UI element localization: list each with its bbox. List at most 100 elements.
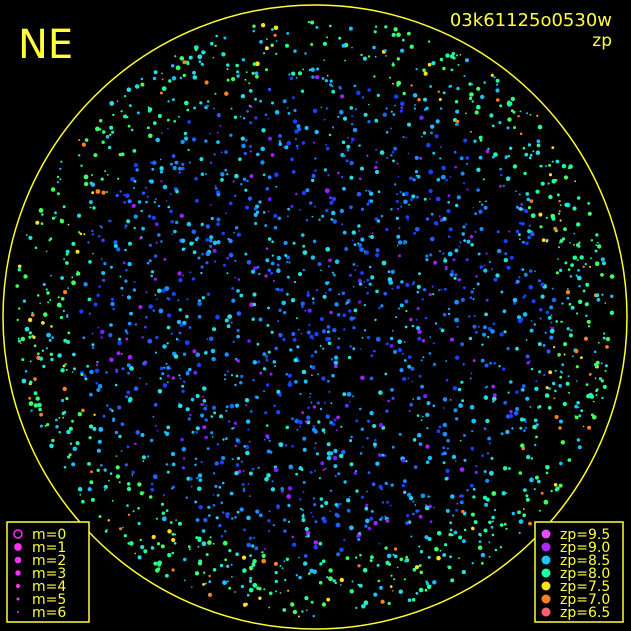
star	[66, 314, 69, 316]
star	[220, 178, 224, 182]
star	[417, 98, 421, 102]
star	[404, 325, 408, 329]
star	[234, 383, 237, 387]
star	[284, 444, 288, 447]
star	[407, 152, 410, 155]
star	[225, 437, 228, 440]
star	[298, 575, 302, 580]
star	[311, 427, 317, 432]
star	[553, 397, 556, 400]
star	[304, 554, 308, 558]
star	[594, 249, 598, 253]
star	[226, 564, 230, 568]
star	[296, 124, 301, 129]
star	[267, 136, 273, 141]
star	[196, 476, 199, 480]
star	[226, 78, 230, 82]
star	[273, 561, 278, 566]
star	[21, 378, 27, 384]
star	[230, 107, 233, 110]
star	[438, 425, 442, 429]
star	[530, 320, 533, 322]
star	[315, 25, 319, 29]
star	[60, 296, 65, 301]
star	[159, 158, 162, 161]
star	[384, 546, 388, 550]
star	[358, 300, 362, 304]
star	[348, 309, 352, 313]
star	[434, 546, 439, 552]
star	[433, 221, 439, 226]
star	[224, 378, 227, 381]
star	[576, 196, 581, 200]
star	[194, 463, 197, 466]
star	[139, 538, 142, 542]
star	[226, 324, 231, 329]
star	[360, 166, 364, 171]
star	[91, 191, 95, 195]
star	[178, 308, 183, 312]
star	[432, 506, 435, 509]
star	[296, 147, 299, 150]
star	[276, 410, 281, 415]
star	[328, 568, 333, 573]
star	[377, 579, 381, 583]
star	[458, 403, 463, 408]
star	[338, 85, 342, 90]
star	[133, 386, 139, 391]
star	[367, 103, 370, 106]
star	[104, 170, 107, 173]
star	[586, 319, 591, 324]
star	[300, 89, 305, 93]
star	[220, 501, 224, 505]
star	[253, 207, 257, 211]
star	[519, 110, 522, 113]
star	[147, 106, 150, 109]
star	[114, 430, 119, 435]
star	[261, 128, 266, 133]
star	[343, 328, 346, 331]
star	[246, 542, 251, 548]
star	[553, 483, 558, 487]
star	[521, 384, 526, 388]
star	[550, 489, 553, 493]
star	[127, 513, 131, 516]
star	[270, 153, 275, 157]
star	[346, 148, 350, 152]
star	[258, 272, 261, 276]
star	[302, 447, 307, 452]
star	[419, 570, 424, 575]
star	[131, 470, 135, 475]
star	[479, 265, 484, 269]
star	[442, 553, 447, 557]
star	[231, 77, 236, 82]
star	[22, 299, 26, 303]
star	[470, 372, 473, 375]
star	[559, 375, 563, 379]
star	[572, 206, 577, 211]
star	[33, 403, 38, 408]
star	[364, 329, 367, 332]
star	[418, 156, 423, 160]
star	[603, 332, 606, 335]
star	[331, 374, 335, 378]
star	[271, 254, 274, 257]
star	[157, 560, 163, 566]
star	[124, 279, 128, 283]
star	[568, 333, 573, 338]
star	[452, 118, 457, 122]
star	[166, 342, 169, 345]
star	[141, 336, 144, 339]
star	[318, 541, 323, 546]
star	[97, 234, 101, 238]
star	[499, 332, 504, 337]
star	[329, 310, 333, 315]
star	[461, 232, 465, 236]
star	[214, 92, 217, 95]
star	[568, 391, 571, 394]
star	[557, 353, 561, 357]
star	[249, 576, 253, 580]
star	[392, 590, 394, 592]
star	[91, 346, 95, 349]
star	[373, 520, 378, 526]
